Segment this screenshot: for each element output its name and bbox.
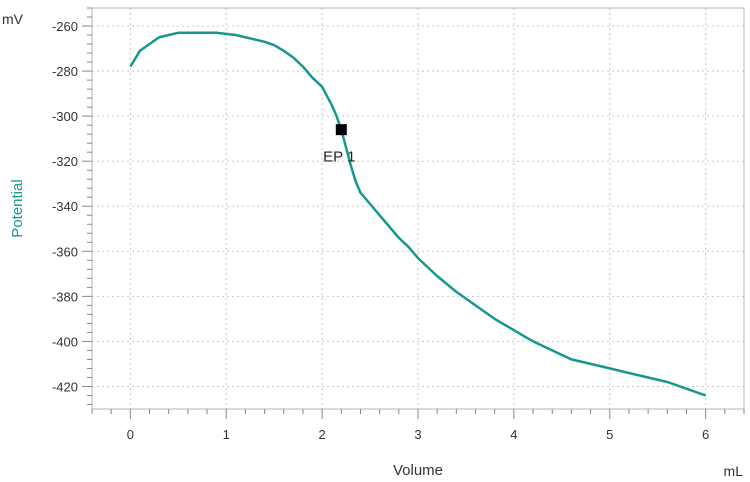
- axes: [82, 7, 745, 419]
- grid: [92, 8, 744, 409]
- y-tick-label: -380: [52, 289, 78, 304]
- x-tick-label: 0: [127, 427, 134, 442]
- y-tick-label: -320: [52, 154, 78, 169]
- y-tick-label: -400: [52, 334, 78, 349]
- y-axis-unit: mV: [2, 11, 24, 27]
- x-tick-label: 3: [414, 427, 421, 442]
- x-axis-unit: mL: [724, 463, 744, 479]
- y-tick-label: -420: [52, 379, 78, 394]
- x-tick-label: 1: [223, 427, 230, 442]
- y-axis-title: Potential: [9, 179, 26, 237]
- y-tick-label: -260: [52, 19, 78, 34]
- x-tick-label: 2: [319, 427, 326, 442]
- x-tick-label: 5: [606, 427, 613, 442]
- x-tick-label: 6: [702, 427, 709, 442]
- x-tick-label: 4: [510, 427, 517, 442]
- tick-labels: 0 1 2 3 4 5 6 -260 -280 -300 -320 -340 -360 -380 -400 -…: [52, 19, 709, 442]
- endpoint-label: EP 1: [323, 149, 355, 166]
- endpoint-marker: [335, 124, 347, 136]
- y-tick-label: -360: [52, 244, 78, 259]
- y-tick-label: -340: [52, 199, 78, 214]
- x-axis-title: Volume: [393, 462, 443, 479]
- series-line-potential: [129, 31, 707, 397]
- y-tick-label: -300: [52, 109, 78, 124]
- y-tick-label: -280: [52, 64, 78, 79]
